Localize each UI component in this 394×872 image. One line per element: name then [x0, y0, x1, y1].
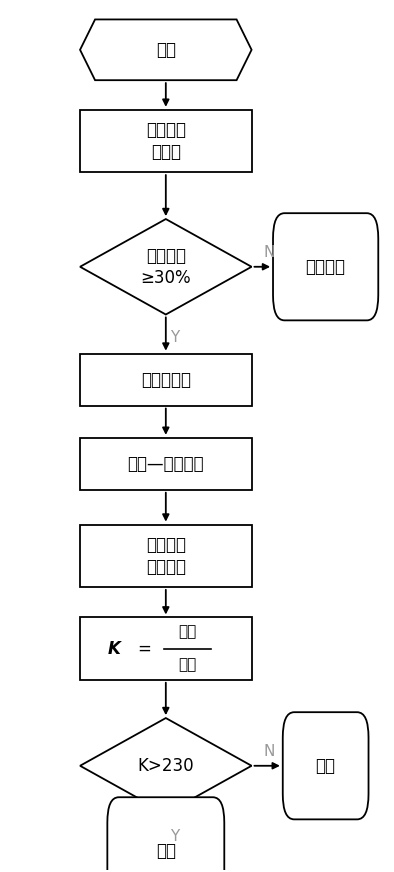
- Text: 开始: 开始: [156, 41, 176, 58]
- Text: N: N: [263, 744, 275, 759]
- Text: 铝材: 铝材: [316, 757, 336, 775]
- Text: K>230: K>230: [138, 757, 194, 775]
- Text: 系数: 系数: [178, 657, 196, 672]
- Text: $\boldsymbol{K}$: $\boldsymbol{K}$: [107, 640, 123, 657]
- FancyBboxPatch shape: [107, 797, 224, 872]
- Text: =: =: [138, 640, 151, 657]
- Text: 误差线性
回归分析: 误差线性 回归分析: [146, 536, 186, 576]
- Text: N: N: [263, 245, 275, 260]
- Text: 油箱体积
判别法: 油箱体积 判别法: [146, 121, 186, 160]
- FancyBboxPatch shape: [80, 110, 252, 172]
- FancyBboxPatch shape: [80, 525, 252, 587]
- Text: 铜材: 铜材: [156, 841, 176, 860]
- FancyBboxPatch shape: [80, 617, 252, 680]
- FancyBboxPatch shape: [273, 213, 378, 320]
- FancyBboxPatch shape: [80, 438, 252, 490]
- Text: Y: Y: [171, 330, 180, 345]
- Text: 电阻—温度曲线: 电阻—温度曲线: [128, 455, 204, 473]
- FancyBboxPatch shape: [80, 353, 252, 405]
- Text: 截距: 截距: [178, 624, 196, 640]
- Text: Y: Y: [171, 829, 180, 844]
- Text: 标准误差
≥30%: 标准误差 ≥30%: [141, 247, 191, 287]
- Polygon shape: [80, 19, 252, 80]
- Polygon shape: [80, 219, 252, 315]
- FancyBboxPatch shape: [283, 712, 368, 820]
- Polygon shape: [80, 718, 252, 814]
- Text: 温度系数法: 温度系数法: [141, 371, 191, 389]
- Text: 暂不处理: 暂不处理: [306, 258, 346, 276]
